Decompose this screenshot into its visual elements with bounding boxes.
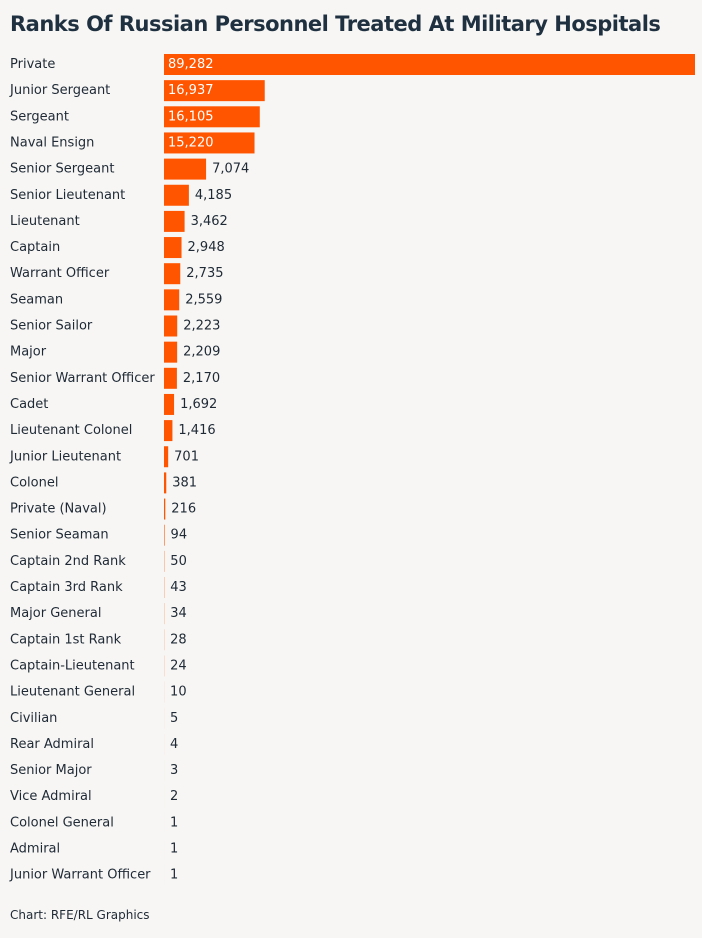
category-label: Colonel General <box>10 815 114 830</box>
value-label: 2,209 <box>183 345 220 360</box>
value-label: 89,282 <box>168 57 214 72</box>
category-label: Lieutenant General <box>10 685 135 700</box>
category-label: Private <box>10 57 55 72</box>
chart-title: Ranks Of Russian Personnel Treated At Mi… <box>10 12 661 36</box>
bar <box>164 210 185 232</box>
bar <box>164 420 173 442</box>
value-label: 15,220 <box>168 135 214 150</box>
category-label: Captain 2nd Rank <box>10 554 126 569</box>
value-label: 7,074 <box>212 162 249 177</box>
category-label: Seaman <box>10 292 63 307</box>
value-label: 2,948 <box>188 240 225 255</box>
value-label: 1,692 <box>180 397 217 412</box>
value-label: 1 <box>170 815 178 830</box>
value-label: 10 <box>170 685 187 700</box>
category-label: Cadet <box>10 397 48 412</box>
category-label: Senior Warrant Officer <box>10 371 155 386</box>
bar <box>164 367 177 389</box>
value-label: 381 <box>172 475 197 490</box>
category-label: Senior Major <box>10 763 92 778</box>
bar <box>164 80 265 102</box>
value-label: 28 <box>170 632 187 647</box>
value-label: 94 <box>171 528 188 543</box>
value-label: 50 <box>170 554 187 569</box>
category-label: Junior Sergeant <box>9 83 110 98</box>
category-label: Major General <box>10 606 101 621</box>
value-label: 4,185 <box>195 188 232 203</box>
value-label: 5 <box>170 711 178 726</box>
bar <box>164 524 165 546</box>
bar <box>164 158 207 180</box>
category-label: Civilian <box>10 711 57 726</box>
category-label: Captain <box>10 240 60 255</box>
value-label: 1 <box>170 868 178 883</box>
category-label: Private (Naval) <box>10 502 107 517</box>
category-label: Warrant Officer <box>10 266 110 281</box>
category-label: Junior Lieutenant <box>9 449 121 464</box>
category-label: Captain-Lieutenant <box>10 658 135 673</box>
chart-source: Chart: RFE/RL Graphics <box>10 908 150 922</box>
value-label: 2,559 <box>185 292 222 307</box>
category-label: Vice Admiral <box>10 789 92 804</box>
category-label: Captain 3rd Rank <box>10 580 123 595</box>
bar <box>164 237 182 259</box>
bar <box>164 54 695 75</box>
bar <box>164 315 178 337</box>
value-label: 1 <box>170 842 178 857</box>
category-label: Captain 1st Rank <box>10 632 122 647</box>
bar <box>164 472 167 494</box>
value-label: 216 <box>171 502 196 517</box>
value-label: 701 <box>174 449 199 464</box>
bar <box>164 341 178 363</box>
value-label: 24 <box>170 658 187 673</box>
value-label: 1,416 <box>178 423 215 438</box>
bar-chart: Private 89,282 Junior Sergeant 16,937 Sergea… <box>9 54 695 886</box>
category-label: Senior Lieutenant <box>10 188 125 203</box>
bar <box>164 498 166 520</box>
value-label: 16,937 <box>168 83 214 98</box>
bar <box>164 106 260 128</box>
value-label: 2,223 <box>183 319 220 334</box>
value-label: 2,170 <box>183 371 220 386</box>
category-label: Senior Sailor <box>10 319 93 334</box>
bar <box>164 446 169 468</box>
value-label: 2 <box>170 789 178 804</box>
value-label: 43 <box>170 580 187 595</box>
value-label: 3 <box>170 763 178 778</box>
category-label: Naval Ensign <box>10 135 94 150</box>
category-label: Admiral <box>10 842 60 857</box>
value-label: 2,735 <box>186 266 223 281</box>
bar <box>164 132 255 154</box>
category-label: Senior Sergeant <box>10 162 114 177</box>
value-label: 16,105 <box>168 109 214 124</box>
bar <box>164 289 180 311</box>
category-label: Lieutenant Colonel <box>10 423 132 438</box>
bar <box>164 184 189 206</box>
category-label: Sergeant <box>10 109 69 124</box>
category-label: Senior Seaman <box>10 528 109 543</box>
value-label: 34 <box>170 606 187 621</box>
category-label: Major <box>10 345 47 360</box>
value-label: 3,462 <box>191 214 228 229</box>
category-label: Colonel <box>10 475 58 490</box>
value-label: 4 <box>170 737 178 752</box>
bar <box>164 263 181 285</box>
category-label: Lieutenant <box>10 214 80 229</box>
category-label: Rear Admiral <box>10 737 94 752</box>
category-label: Junior Warrant Officer <box>9 868 151 883</box>
bar <box>164 393 175 415</box>
